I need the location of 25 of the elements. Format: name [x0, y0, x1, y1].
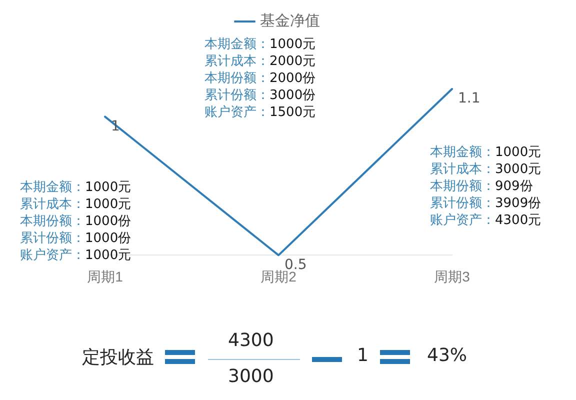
data-label: 1.1: [458, 90, 480, 107]
x-tick-label: 周期1: [87, 268, 124, 284]
annotation: 账户资产：1500元: [204, 104, 316, 120]
annotation: 累计份额：1000份: [20, 230, 132, 246]
annotation: 账户资产：4300元: [430, 212, 542, 228]
x-tick-label: 周期3: [434, 268, 470, 284]
annotation: 本期份额：1000份: [20, 214, 132, 229]
text: 定投收益: [82, 346, 154, 369]
annotation: 本期金额：1000元: [430, 144, 542, 160]
annotation: 账户资产：1000元: [20, 248, 132, 263]
annotation: 累计份额：3000份: [204, 88, 316, 103]
annotation: 累计成本：3000元: [430, 162, 542, 177]
annotation: 累计份额：3909份: [430, 196, 542, 211]
annotation: 累计成本：1000元: [20, 196, 132, 212]
annotation: 本期金额：1000元: [20, 180, 132, 195]
x-tick-label: 周期2: [260, 268, 297, 284]
text: 本期金额：1000元: [204, 36, 316, 52]
text: 4300: [228, 330, 274, 351]
legend-label: 基金净值: [260, 12, 320, 30]
text: 累计成本：2000元: [204, 54, 316, 69]
text: 43%: [427, 345, 468, 366]
text: 3000: [228, 366, 274, 387]
text: 本期份额：2000份: [204, 70, 316, 86]
text: 1: [357, 345, 368, 366]
annotation: 本期份额：909份: [430, 178, 533, 194]
